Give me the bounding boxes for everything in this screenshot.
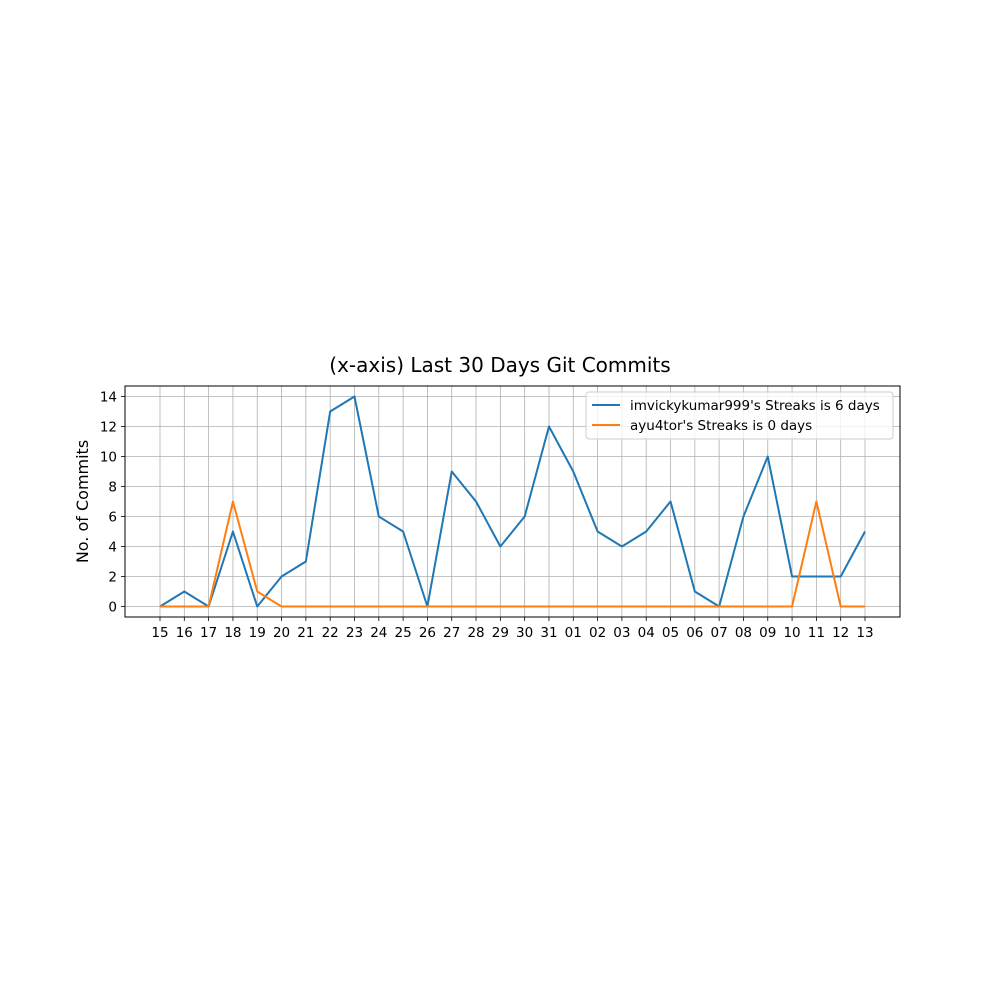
y-axis-label: No. of Commits <box>73 440 92 563</box>
x-tick-label: 28 <box>467 625 484 641</box>
y-tick-label: 4 <box>108 540 117 556</box>
x-tick-label: 10 <box>783 625 800 641</box>
y-tick-label: 14 <box>100 390 117 406</box>
y-tick-label: 2 <box>108 570 117 586</box>
x-tick-label: 21 <box>297 625 314 641</box>
x-tick-label: 17 <box>200 625 217 641</box>
chart-title: (x-axis) Last 30 Days Git Commits <box>329 353 670 377</box>
series-line-2 <box>160 500 865 608</box>
x-tick-label: 02 <box>589 625 606 641</box>
x-tick-label: 24 <box>370 625 387 641</box>
legend: imvickykumar999's Streaks is 6 days ayu4… <box>585 391 894 440</box>
x-tick-label: 13 <box>856 625 873 641</box>
x-tick-label: 31 <box>540 625 557 641</box>
y-tick-label: 12 <box>100 420 117 436</box>
y-tick-label: 0 <box>108 600 117 616</box>
x-tick-label: 25 <box>395 625 412 641</box>
x-tick-label: 12 <box>832 625 849 641</box>
y-tick-label: 10 <box>100 450 117 466</box>
x-tick-label: 08 <box>735 625 752 641</box>
x-tick-label: 09 <box>759 625 776 641</box>
plot-frame <box>124 385 901 618</box>
legend-label-series-1: imvickykumar999's Streaks is 6 days <box>630 398 880 414</box>
x-tick-label: 05 <box>662 625 679 641</box>
x-tick-label: 23 <box>346 625 363 641</box>
series-line-1 <box>159 395 866 608</box>
x-tick-label: 27 <box>443 625 460 641</box>
legend-box <box>585 391 894 440</box>
x-tick-label: 18 <box>224 625 241 641</box>
x-tick-label: 11 <box>808 625 825 641</box>
plot-series <box>159 395 866 608</box>
y-axis-ticks: 0 2 4 6 8 10 12 14 <box>100 390 125 616</box>
x-tick-label: 03 <box>613 625 630 641</box>
x-tick-label: 29 <box>492 625 509 641</box>
x-tick-label: 06 <box>686 625 703 641</box>
x-tick-label: 07 <box>711 625 728 641</box>
x-tick-label: 26 <box>419 625 436 641</box>
legend-label-series-2: ayu4tor's Streaks is 0 days <box>630 418 812 434</box>
y-tick-label: 6 <box>108 510 117 526</box>
x-tick-label: 04 <box>638 625 655 641</box>
x-axis-ticks: 15 16 17 18 19 20 21 22 23 24 25 26 27 28 29 30 31 01 02 03… <box>151 617 874 641</box>
x-tick-label: 01 <box>565 625 582 641</box>
x-tick-label: 20 <box>273 625 290 641</box>
y-tick-label: 8 <box>108 480 117 496</box>
x-tick-label: 30 <box>516 625 533 641</box>
x-tick-label: 19 <box>249 625 266 641</box>
x-tick-label: 15 <box>151 625 168 641</box>
x-tick-label: 16 <box>176 625 193 641</box>
x-tick-label: 22 <box>322 625 339 641</box>
